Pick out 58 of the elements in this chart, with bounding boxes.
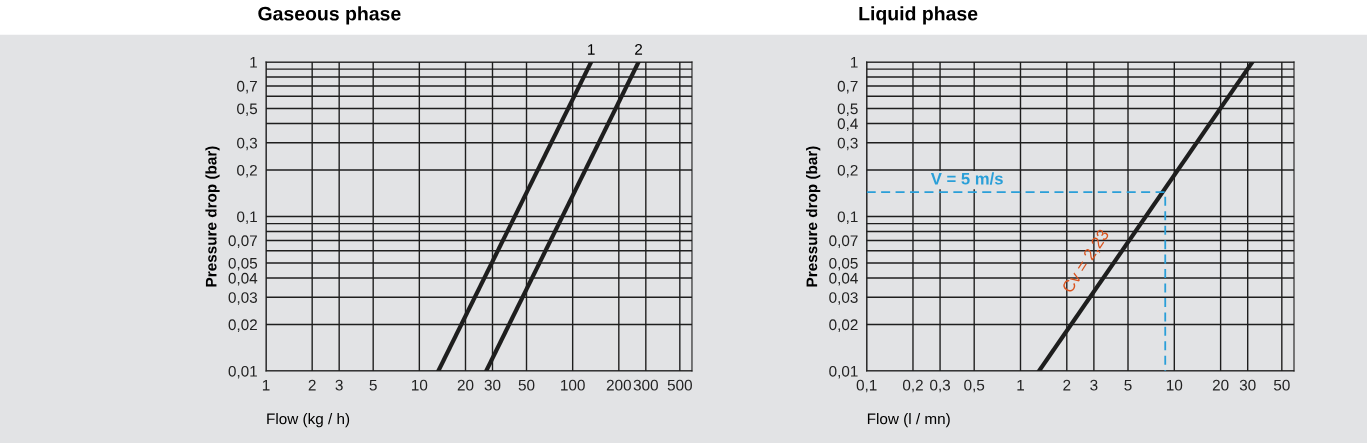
- x-tick-label: 50: [518, 379, 535, 391]
- y-axis-title: Pressure drop (bar): [806, 146, 821, 287]
- x-tick-label: 200: [606, 379, 631, 391]
- y-tick-label: 0,02: [228, 319, 257, 332]
- y-tick-label: 0,3: [237, 137, 258, 151]
- x-tick-label: 50: [1273, 379, 1290, 391]
- x-tick-label: 300: [633, 379, 658, 391]
- x-tick-label: 100: [561, 379, 585, 391]
- x-tick-label: 0,3: [930, 379, 951, 393]
- y-tick-label: 0,2: [237, 164, 257, 178]
- y-tick-label: 0,02: [829, 319, 858, 332]
- y-axis-title: Pressure drop (bar): [205, 146, 220, 287]
- y-tick-label: 1: [851, 57, 858, 68]
- y-tick-label: 0,2: [837, 164, 858, 178]
- y-tick-label: 1: [250, 57, 257, 68]
- x-tick-label: 1: [262, 379, 270, 391]
- y-tick-label: 0,03: [228, 292, 258, 305]
- y-tick-label: 0,5: [237, 103, 258, 117]
- x-tick-label: 0,5: [964, 379, 985, 393]
- y-tick-label: 0,04: [829, 272, 858, 286]
- x-tick-label: 10: [1166, 379, 1183, 391]
- y-tick-label: 0,3: [837, 137, 858, 151]
- x-axis-title: Flow (kg / h): [267, 413, 350, 428]
- x-tick-label: 1: [1017, 379, 1024, 391]
- x-tick-label: 10: [412, 379, 428, 391]
- y-tick-label: 0,7: [837, 80, 858, 94]
- y-tick-label: 0,01: [228, 365, 257, 379]
- x-tick-label: 5: [1124, 379, 1132, 391]
- x-tick-label: 2: [308, 379, 316, 391]
- x-tick-label: 20: [1212, 379, 1229, 391]
- y-tick-label: 0,1: [837, 211, 858, 225]
- y-tick-label: 0,04: [228, 272, 258, 286]
- x-axis-title: Flow (l / mn): [867, 413, 950, 428]
- y-tick-label: 0,5: [837, 103, 858, 117]
- x-tick-label: 30: [1239, 379, 1256, 391]
- x-tick-label: 3: [335, 379, 343, 391]
- y-tick-label: 0,1: [237, 211, 257, 225]
- y-tick-label: 0,03: [829, 292, 858, 305]
- y-tick-label: 0,07: [228, 235, 257, 248]
- y-tick-label: 0,05: [829, 257, 858, 271]
- x-tick-label: 5: [369, 379, 377, 391]
- annotation: 2: [635, 44, 643, 55]
- x-tick-label: 3: [1090, 379, 1098, 391]
- x-tick-label: 500: [667, 379, 692, 391]
- chart-title: Gaseous phase: [258, 6, 401, 25]
- annotation: V = 5 m/s: [930, 172, 1003, 185]
- x-tick-label: 30: [484, 379, 501, 391]
- y-tick-label: 0,01: [829, 365, 858, 379]
- x-tick-label: 20: [457, 379, 474, 391]
- y-tick-label: 0,4: [837, 118, 858, 131]
- y-tick-label: 0,7: [237, 80, 257, 94]
- x-tick-label: 0,2: [902, 379, 923, 393]
- y-tick-label: 0,07: [829, 235, 858, 248]
- x-tick-label: 2: [1063, 379, 1071, 391]
- x-tick-label: 0,1: [856, 379, 877, 393]
- y-tick-label: 0,05: [228, 257, 258, 271]
- annotation: 1: [588, 44, 595, 55]
- chart-title: Liquid phase: [859, 6, 978, 25]
